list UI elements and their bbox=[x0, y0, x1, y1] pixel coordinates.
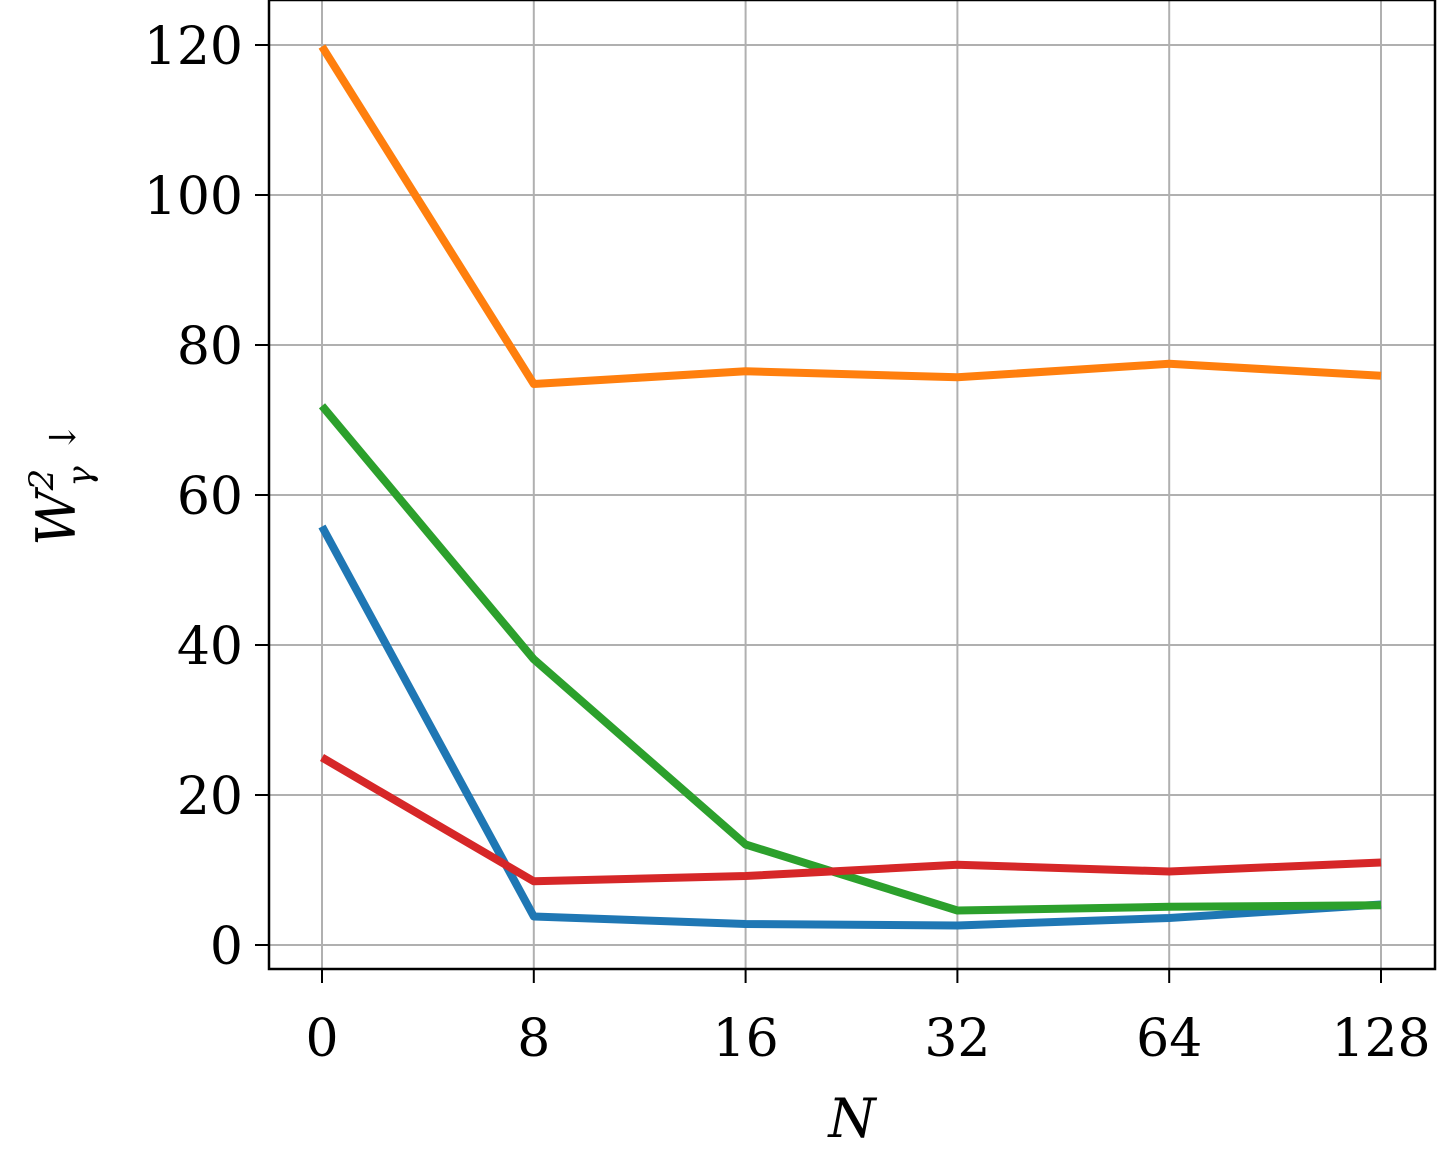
plot-frame bbox=[267, 0, 1437, 971]
x-axis-label: N bbox=[826, 1087, 877, 1150]
y-tick-label: 120 bbox=[144, 17, 243, 77]
y-axis-label: W2γ ↓ bbox=[22, 422, 100, 546]
grid bbox=[269, 0, 1435, 969]
y-tick-label: 60 bbox=[177, 467, 243, 527]
series-line-2 bbox=[318, 44, 1382, 388]
y-tick-label: 0 bbox=[210, 917, 243, 977]
y-axis-label-base: W bbox=[25, 486, 88, 546]
ticks: 0 8 16 32 64 128 0 20 40 60 80 100 120 bbox=[144, 17, 1431, 1069]
series-line-4 bbox=[319, 754, 1382, 886]
x-tick-label: 128 bbox=[1331, 1009, 1430, 1069]
svg-text:W2γ↓: W2γ ↓ bbox=[22, 422, 100, 546]
x-tick-label: 32 bbox=[924, 1009, 990, 1069]
series-line-3 bbox=[318, 403, 1382, 915]
x-tick-label: 0 bbox=[305, 1009, 338, 1069]
x-tick-label: 16 bbox=[713, 1009, 779, 1069]
y-tick-label: 20 bbox=[177, 767, 243, 827]
y-axis-label-arrow: ↓ bbox=[43, 422, 84, 452]
series-line-1 bbox=[318, 524, 1382, 930]
y-axis-label-sup: 2 bbox=[22, 469, 62, 492]
y-tick-label: 40 bbox=[177, 617, 243, 677]
series-layer bbox=[318, 44, 1382, 930]
x-tick-label: 64 bbox=[1136, 1009, 1202, 1069]
y-tick-label: 100 bbox=[144, 167, 243, 227]
x-tick-label: 8 bbox=[517, 1009, 550, 1069]
y-axis-label-sub: γ bbox=[60, 466, 100, 487]
y-tick-label: 80 bbox=[177, 317, 243, 377]
